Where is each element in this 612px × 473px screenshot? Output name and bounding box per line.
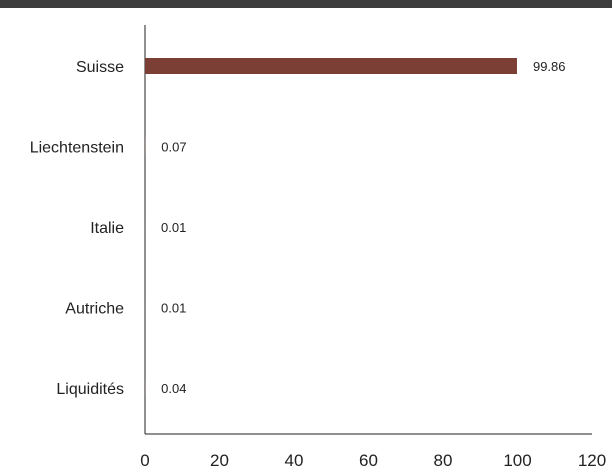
x-tick-label: 40 — [285, 451, 304, 470]
chart-bars — [145, 58, 517, 396]
value-label: 0.07 — [161, 140, 186, 155]
category-label: Italie — [90, 220, 124, 237]
category-label: Liquidités — [56, 381, 124, 398]
x-tick-label: 60 — [359, 451, 378, 470]
x-tick-label: 120 — [578, 451, 606, 470]
category-label: Autriche — [65, 301, 124, 318]
x-tick-label: 80 — [434, 451, 453, 470]
value-label: 0.04 — [161, 381, 186, 396]
chart-axes — [144, 25, 592, 435]
bar-suisse — [145, 58, 517, 74]
category-label: Suisse — [76, 59, 124, 76]
x-tick-label: 20 — [210, 451, 229, 470]
x-tick-label: 0 — [140, 451, 149, 470]
category-label: Liechtenstein — [30, 140, 124, 157]
x-tick-label: 100 — [503, 451, 531, 470]
top-rule — [0, 0, 612, 8]
value-label: 0.01 — [161, 301, 186, 316]
chart-labels: 0 20 40 60 80 100 120 Suisse 99.86 Liechtenstein 0… — [30, 59, 606, 470]
value-label: 99.86 — [533, 59, 566, 74]
value-label: 0.01 — [161, 220, 186, 235]
